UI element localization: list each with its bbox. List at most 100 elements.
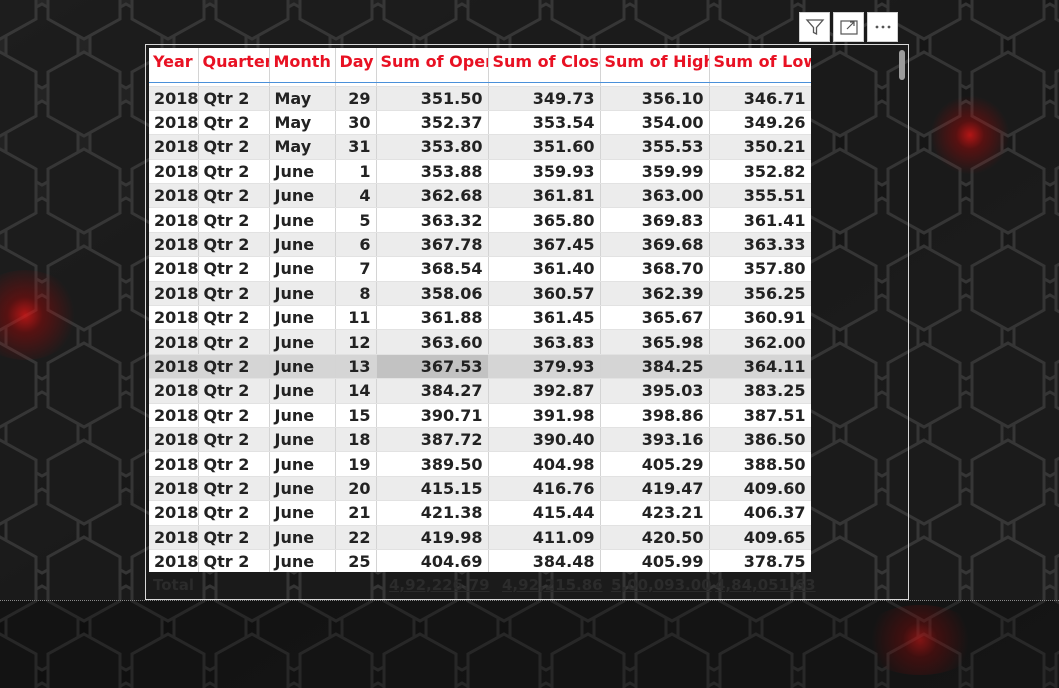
cell-low[interactable]: 356.25 bbox=[709, 281, 811, 307]
cell-day[interactable]: 12 bbox=[335, 329, 377, 355]
cell-year[interactable]: 2018 bbox=[149, 329, 199, 355]
cell-year[interactable]: 2018 bbox=[149, 549, 199, 572]
cell-open[interactable]: 387.72 bbox=[376, 427, 489, 453]
cell-high[interactable]: 369.83 bbox=[600, 207, 710, 233]
cell-day[interactable]: 8 bbox=[335, 281, 377, 307]
cell-month[interactable]: June bbox=[269, 232, 336, 258]
cell-day[interactable]: 19 bbox=[335, 451, 377, 477]
cell-low[interactable]: 378.75 bbox=[709, 549, 811, 572]
table-row[interactable]: 2018 Qtr 2 June 6 367.78 367.45 369.68 363.33 bbox=[149, 232, 811, 258]
cell-quarter[interactable]: Qtr 2 bbox=[198, 427, 270, 453]
cell-low[interactable]: 346.71 bbox=[709, 86, 811, 111]
cell-close[interactable]: 411.09 bbox=[488, 525, 601, 550]
focus-mode-button[interactable] bbox=[833, 12, 864, 42]
cell-day[interactable]: 30 bbox=[335, 110, 377, 136]
cell-high[interactable]: 384.25 bbox=[600, 354, 710, 380]
cell-year[interactable]: 2018 bbox=[149, 86, 199, 111]
cell-open[interactable]: 415.15 bbox=[376, 476, 489, 502]
cell-day[interactable]: 4 bbox=[335, 183, 377, 209]
cell-close[interactable]: 392.87 bbox=[488, 378, 601, 404]
cell-day[interactable]: 5 bbox=[335, 207, 377, 233]
column-header-sum-of-low[interactable]: Sum of Low bbox=[709, 48, 811, 83]
cell-high[interactable]: 354.00 bbox=[600, 110, 710, 136]
cell-year[interactable]: 2018 bbox=[149, 281, 199, 307]
cell-open[interactable]: 352.37 bbox=[376, 110, 489, 136]
cell-high[interactable]: 359.99 bbox=[600, 159, 710, 185]
table-row[interactable]: 2018 Qtr 2 June 14 384.27 392.87 395.03 383.25 bbox=[149, 378, 811, 404]
cell-close[interactable]: 415.44 bbox=[488, 500, 601, 526]
cell-close[interactable]: 360.57 bbox=[488, 281, 601, 307]
cell-high[interactable]: 393.16 bbox=[600, 427, 710, 453]
cell-month[interactable]: June bbox=[269, 378, 336, 404]
cell-close[interactable]: 351.60 bbox=[488, 134, 601, 160]
cell-low[interactable]: 362.00 bbox=[709, 329, 811, 355]
cell-year[interactable]: 2018 bbox=[149, 525, 199, 550]
cell-year[interactable]: 2018 bbox=[149, 403, 199, 428]
cell-high[interactable]: 423.21 bbox=[600, 500, 710, 526]
cell-open[interactable]: 367.53 bbox=[376, 354, 489, 380]
cell-month[interactable]: June bbox=[269, 403, 336, 428]
cell-low[interactable]: 361.41 bbox=[709, 207, 811, 233]
cell-day[interactable]: 21 bbox=[335, 500, 377, 526]
cell-day[interactable]: 31 bbox=[335, 134, 377, 160]
table-row[interactable]: 2018 Qtr 2 June 11 361.88 361.45 365.67 360.91 bbox=[149, 305, 811, 331]
cell-high[interactable]: 365.67 bbox=[600, 305, 710, 331]
cell-open[interactable]: 389.50 bbox=[376, 451, 489, 477]
cell-open[interactable]: 419.98 bbox=[376, 525, 489, 550]
cell-quarter[interactable]: Qtr 2 bbox=[198, 110, 270, 136]
cell-open[interactable]: 363.60 bbox=[376, 329, 489, 355]
table-row[interactable]: 2018 Qtr 2 May 30 352.37 353.54 354.00 349.26 bbox=[149, 110, 811, 136]
cell-low[interactable]: 352.82 bbox=[709, 159, 811, 185]
cell-quarter[interactable]: Qtr 2 bbox=[198, 232, 270, 258]
table-row[interactable]: 2018 Qtr 2 June 8 358.06 360.57 362.39 356.25 bbox=[149, 281, 811, 307]
cell-year[interactable]: 2018 bbox=[149, 183, 199, 209]
column-header-sum-of-close[interactable]: Sum of Close bbox=[488, 48, 601, 83]
cell-month[interactable]: June bbox=[269, 305, 336, 331]
cell-low[interactable]: 360.91 bbox=[709, 305, 811, 331]
cell-quarter[interactable]: Qtr 2 bbox=[198, 354, 270, 380]
cell-quarter[interactable]: Qtr 2 bbox=[198, 378, 270, 404]
vertical-scrollbar[interactable] bbox=[899, 50, 905, 594]
cell-open[interactable]: 363.32 bbox=[376, 207, 489, 233]
cell-low[interactable]: 386.50 bbox=[709, 427, 811, 453]
cell-open[interactable]: 361.88 bbox=[376, 305, 489, 331]
cell-quarter[interactable]: Qtr 2 bbox=[198, 305, 270, 331]
table-row[interactable]: 2018 Qtr 2 June 19 389.50 404.98 405.29 388.50 bbox=[149, 451, 811, 477]
cell-close[interactable]: 359.93 bbox=[488, 159, 601, 185]
cell-high[interactable]: 420.50 bbox=[600, 525, 710, 550]
table-row[interactable]: 2018 Qtr 2 June 20 415.15 416.76 419.47 409.60 bbox=[149, 476, 811, 502]
cell-close[interactable]: 353.54 bbox=[488, 110, 601, 136]
table-row[interactable]: 2018 Qtr 2 June 22 419.98 411.09 420.50 409.65 bbox=[149, 525, 811, 550]
cell-year[interactable]: 2018 bbox=[149, 207, 199, 233]
cell-close[interactable]: 384.48 bbox=[488, 549, 601, 572]
table-visual-frame[interactable] bbox=[145, 44, 909, 600]
cell-low[interactable]: 409.60 bbox=[709, 476, 811, 502]
cell-low[interactable]: 406.37 bbox=[709, 500, 811, 526]
cell-close[interactable]: 367.45 bbox=[488, 232, 601, 258]
cell-year[interactable]: 2018 bbox=[149, 378, 199, 404]
cell-open[interactable]: 362.68 bbox=[376, 183, 489, 209]
table-row[interactable]: 2018 Qtr 2 June 5 363.32 365.80 369.83 361.41 bbox=[149, 207, 811, 233]
cell-high[interactable]: 356.10 bbox=[600, 86, 710, 111]
cell-quarter[interactable]: Qtr 2 bbox=[198, 476, 270, 502]
cell-year[interactable]: 2018 bbox=[149, 354, 199, 380]
table-row[interactable]: 2018 Qtr 2 June 21 421.38 415.44 423.21 406.37 bbox=[149, 500, 811, 526]
cell-year[interactable]: 2018 bbox=[149, 232, 199, 258]
cell-low[interactable]: 388.50 bbox=[709, 451, 811, 477]
cell-day[interactable]: 7 bbox=[335, 256, 377, 282]
table-row[interactable]: 2018 Qtr 2 June 15 390.71 391.98 398.86 387.51 bbox=[149, 403, 811, 428]
cell-month[interactable]: June bbox=[269, 525, 336, 550]
cell-high[interactable]: 363.00 bbox=[600, 183, 710, 209]
cell-close[interactable]: 416.76 bbox=[488, 476, 601, 502]
cell-month[interactable]: June bbox=[269, 256, 336, 282]
cell-close[interactable]: 363.83 bbox=[488, 329, 601, 355]
cell-month[interactable]: June bbox=[269, 281, 336, 307]
cell-month[interactable]: June bbox=[269, 183, 336, 209]
cell-high[interactable]: 365.98 bbox=[600, 329, 710, 355]
cell-quarter[interactable]: Qtr 2 bbox=[198, 500, 270, 526]
cell-quarter[interactable]: Qtr 2 bbox=[198, 183, 270, 209]
table-row[interactable]: 2018 Qtr 2 June 4 362.68 361.81 363.00 355.51 bbox=[149, 183, 811, 209]
cell-open[interactable]: 353.88 bbox=[376, 159, 489, 185]
column-header-sum-of-high[interactable]: Sum of High bbox=[600, 48, 710, 83]
cell-low[interactable]: 357.80 bbox=[709, 256, 811, 282]
